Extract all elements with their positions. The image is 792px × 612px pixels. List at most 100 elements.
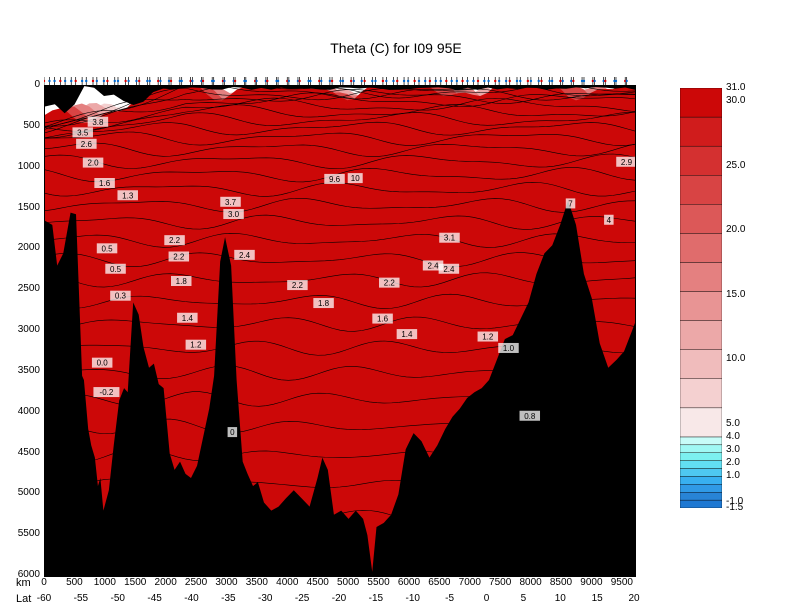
ytick: 3500 (10, 365, 40, 376)
contour-label: 1.6 (99, 179, 111, 188)
ytick: 2500 (10, 283, 40, 294)
figure-root: Theta (C) for I09 95E 2.6 1.6 1.3 0.5 0.5 0.3… (0, 0, 792, 612)
xtick-lat: -10 (401, 593, 425, 604)
xtick-lat: 5 (511, 593, 535, 604)
x-axis-lat-label: Lat (16, 593, 31, 605)
contour-label: 0.0 (97, 359, 109, 368)
xtick-km: 9000 (577, 577, 605, 588)
ytick: 5000 (10, 487, 40, 498)
plot-title: Theta (C) for I09 95E (0, 40, 792, 56)
xtick-km: 4500 (304, 577, 332, 588)
colorbar-tick: -1.0 (726, 496, 743, 507)
colorbar-tick: 5.0 (726, 418, 740, 429)
colorbar (680, 88, 722, 508)
contour-plot: 2.6 1.6 1.3 0.5 0.5 0.3 2.2 2.2 1.8 1.4 1.2 3.7 3.0 2… (44, 85, 636, 577)
xtick-km: 1500 (121, 577, 149, 588)
contour-label: 1.4 (401, 330, 413, 339)
xtick-km: 3000 (212, 577, 240, 588)
colorbar-tick: 10.0 (726, 353, 745, 364)
xtick-km: 5500 (365, 577, 393, 588)
xtick-km: 7500 (486, 577, 514, 588)
ytick: 4000 (10, 406, 40, 417)
contour-label: 0 (230, 428, 235, 437)
contour-label: 3.8 (92, 118, 104, 127)
xtick-km: 500 (60, 577, 88, 588)
colorbar-tick: 4.0 (726, 431, 740, 442)
contour-label: 7 (568, 199, 573, 208)
contour-label: 0.5 (101, 244, 113, 253)
contour-label: 1.2 (482, 333, 494, 342)
colorbar-tick: 3.0 (726, 444, 740, 455)
ytick: 500 (10, 120, 40, 131)
contour-label: 0.3 (115, 292, 127, 301)
xtick-lat: 10 (548, 593, 572, 604)
xtick-lat: -20 (327, 593, 351, 604)
xtick-lat: -15 (364, 593, 388, 604)
contour-label: 1.8 (318, 299, 330, 308)
xtick-km: 8500 (547, 577, 575, 588)
xtick-km: 8000 (517, 577, 545, 588)
ytick: 1000 (10, 161, 40, 172)
xtick-km: 4000 (273, 577, 301, 588)
xtick-lat: -35 (216, 593, 240, 604)
xtick-km: 7000 (456, 577, 484, 588)
xtick-lat: 20 (622, 593, 646, 604)
xtick-km: 9500 (608, 577, 636, 588)
contour-label: 2.2 (173, 253, 185, 262)
contour-label: 2.2 (384, 279, 396, 288)
xtick-lat: -40 (180, 593, 204, 604)
contour-label: 1.2 (190, 341, 202, 350)
contour-label: 3.5 (77, 128, 89, 137)
contour-label: 2.4 (427, 261, 439, 270)
contour-label: 3.0 (228, 210, 240, 219)
colorbar-tick: 20.0 (726, 224, 745, 235)
contour-label: 2.2 (292, 281, 304, 290)
colorbar-tick: 2.0 (726, 457, 740, 468)
xtick-lat: 15 (585, 593, 609, 604)
contour-label: 1.4 (182, 314, 194, 323)
contour-label: 2.2 (169, 236, 181, 245)
xtick-lat: -30 (253, 593, 277, 604)
contour-label: 2.4 (443, 265, 455, 274)
ytick: 6000 (10, 569, 40, 580)
colorbar-tick: 31.0 (726, 82, 745, 93)
ytick: 3000 (10, 324, 40, 335)
contour-label: 2.4 (239, 251, 251, 260)
contour-label: -0.2 (100, 388, 114, 397)
colorbar-tick: 1.0 (726, 470, 740, 481)
plot-svg: 2.6 1.6 1.3 0.5 0.5 0.3 2.2 2.2 1.8 1.4 1.2 3.7 3.0 2… (45, 86, 635, 576)
xtick-lat: -55 (69, 593, 93, 604)
contour-label: 1.3 (122, 191, 134, 200)
xtick-lat: -45 (143, 593, 167, 604)
xtick-lat: -5 (438, 593, 462, 604)
contour-label: 2.6 (81, 140, 93, 149)
xtick-km: 5000 (334, 577, 362, 588)
xtick-lat: -50 (106, 593, 130, 604)
contour-label: 1.8 (176, 277, 188, 286)
xtick-lat: -25 (290, 593, 314, 604)
contour-label: 10 (351, 174, 360, 183)
xtick-km: 6000 (395, 577, 423, 588)
ytick: 5500 (10, 528, 40, 539)
xtick-km: 6500 (425, 577, 453, 588)
contour-label: 9.6 (329, 175, 341, 184)
xtick-lat: -60 (32, 593, 56, 604)
colorbar-tick: 25.0 (726, 160, 745, 171)
xtick-lat: 0 (475, 593, 499, 604)
contour-label: 2.9 (621, 158, 633, 167)
ytick: 4500 (10, 447, 40, 458)
contour-label: 0.5 (110, 265, 122, 274)
colorbar-tick: 15.0 (726, 289, 745, 300)
contour-label: 1.0 (503, 344, 515, 353)
contour-label: 4 (607, 216, 612, 225)
contour-label: 2.0 (87, 159, 99, 168)
colorbar-tick: 30.0 (726, 95, 745, 106)
xtick-km: 1000 (91, 577, 119, 588)
xtick-km: 2000 (152, 577, 180, 588)
contour-label: 3.7 (225, 198, 237, 207)
ytick: 2000 (10, 242, 40, 253)
xtick-km: 2500 (182, 577, 210, 588)
contour-label: 0.8 (524, 412, 536, 421)
ytick: 1500 (10, 202, 40, 213)
contour-label: 1.6 (377, 315, 389, 324)
